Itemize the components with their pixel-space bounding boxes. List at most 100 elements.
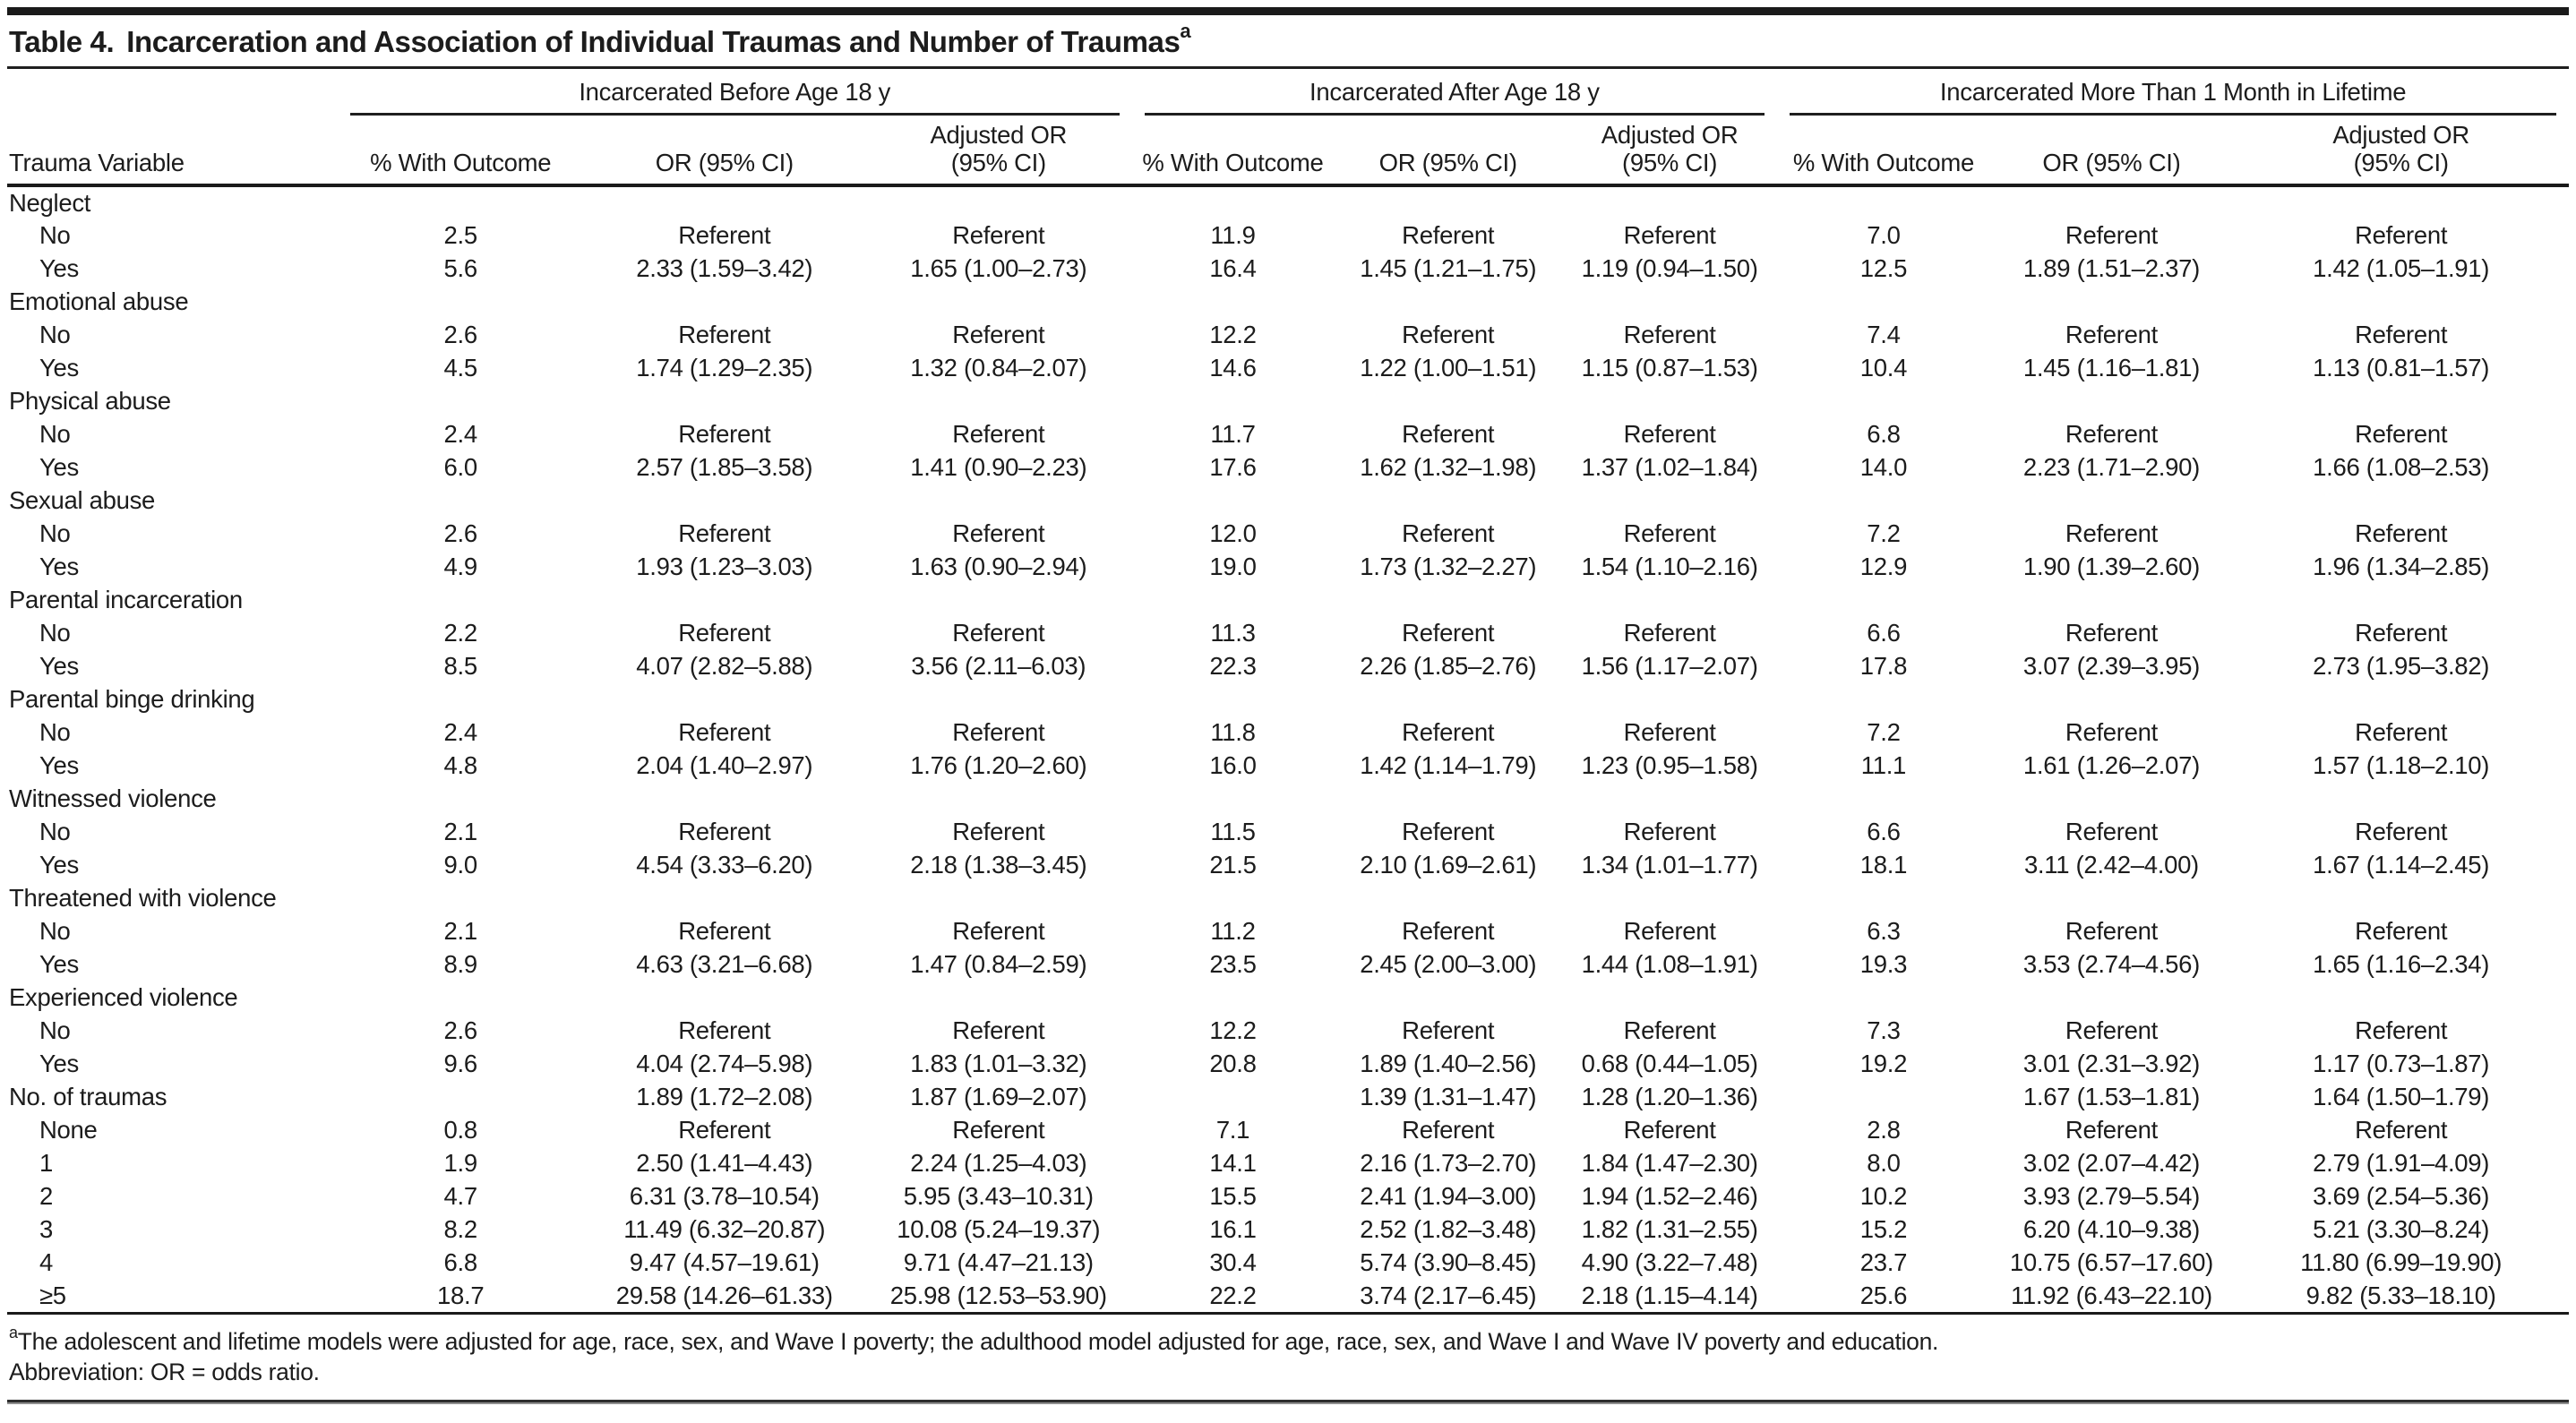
data-cell: 9.0	[443, 850, 478, 879]
data-cell: Referent	[2355, 220, 2448, 249]
table-row: Threatened with violence	[7, 881, 2569, 914]
data-cell	[1132, 682, 1335, 716]
data-cell	[1334, 981, 1562, 1014]
data-cell: 8.9	[443, 949, 478, 978]
row-label-level: Yes	[39, 452, 79, 481]
data-cell	[865, 384, 1131, 417]
table-title-text: Incarceration and Association of Individ…	[126, 25, 1181, 58]
data-cell: 8.0	[1867, 1148, 1901, 1177]
col-header-or-1: OR (95% CI)	[583, 116, 866, 187]
data-cell: 2.52 (1.82–3.48)	[1360, 1214, 1537, 1243]
data-cell: 7.2	[1867, 519, 1901, 547]
data-cell: 1.63 (0.90–2.94)	[910, 552, 1087, 580]
col-header-adj-or-3: Adjusted OR (95% CI)	[2233, 116, 2569, 187]
data-cell: 1.44 (1.08–1.91)	[1581, 949, 1758, 978]
data-cell: 3.01 (2.31–3.92)	[2022, 1049, 2200, 1077]
data-cell	[1562, 384, 1777, 417]
data-cell: 18.1	[1859, 850, 1908, 879]
data-cell: 1.57 (1.18–2.10)	[2313, 750, 2490, 779]
footnote-abbreviation: Abbreviation: OR = odds ratio.	[9, 1357, 2567, 1387]
data-cell: 5.21 (3.30–8.24)	[2313, 1214, 2490, 1243]
data-cell	[1334, 384, 1562, 417]
table-row: Yes 6.0 2.57 (1.85–3.58) 1.41 (0.90–2.23) 17…	[7, 450, 2569, 484]
data-cell: Referent	[1402, 220, 1495, 249]
data-cell: 1.87 (1.69–2.07)	[910, 1082, 1087, 1110]
data-cell: 21.5	[1209, 850, 1257, 879]
data-cell	[1132, 484, 1335, 517]
data-cell	[1990, 583, 2234, 616]
table-row: Witnessed violence	[7, 782, 2569, 815]
data-cell	[1562, 484, 1777, 517]
row-label-level: No	[39, 916, 71, 945]
data-cell: 6.8	[443, 1247, 478, 1276]
data-cell: 19.3	[1859, 949, 1908, 978]
row-label-level: Yes	[39, 750, 79, 779]
row-label-level: Yes	[39, 1049, 79, 1077]
row-label-level: Yes	[39, 651, 79, 680]
data-cell: 2.4	[443, 419, 478, 448]
data-cell: 3.07 (2.39–3.95)	[2022, 651, 2200, 680]
data-cell: 1.56 (1.17–2.07)	[1581, 651, 1758, 680]
data-cell: 4.04 (2.74–5.98)	[636, 1049, 813, 1077]
data-cell: 6.8	[1867, 419, 1901, 448]
data-cell: Referent	[2065, 1016, 2158, 1044]
data-cell: Referent	[1402, 916, 1495, 945]
data-cell: Referent	[952, 220, 1045, 249]
data-cell: 11.7	[1210, 419, 1256, 448]
data-cell: 3.74 (2.17–6.45)	[1360, 1281, 1537, 1309]
table-row: No. of traumas 1.89 (1.72–2.08) 1.87 (1.69…	[7, 1080, 2569, 1113]
data-cell: 1.67 (1.53–1.81)	[2022, 1082, 2200, 1110]
group-header-after-18: Incarcerated After Age 18 y	[1132, 69, 1778, 116]
data-cell: Referent	[2065, 320, 2158, 348]
data-cell: 7.4	[1867, 320, 1901, 348]
data-cell: 25.6	[1859, 1281, 1908, 1309]
data-cell: 2.23 (1.71–2.90)	[2022, 452, 2200, 481]
data-cell	[338, 782, 584, 815]
data-cell: 7.0	[1867, 220, 1901, 249]
data-cell: Referent	[952, 419, 1045, 448]
data-cell	[2233, 682, 2569, 716]
data-cell: 2.10 (1.69–2.61)	[1360, 850, 1537, 879]
data-cell: Referent	[2065, 817, 2158, 845]
row-label-level: 4	[39, 1247, 53, 1276]
data-cell: 2.1	[443, 916, 478, 945]
data-cell: 2.18 (1.38–3.45)	[910, 850, 1087, 879]
data-cell	[865, 782, 1131, 815]
data-cell: Referent	[678, 419, 771, 448]
data-cell: 6.6	[1867, 618, 1901, 647]
data-cell: Referent	[952, 717, 1045, 746]
table-row: Yes 8.5 4.07 (2.82–5.88) 3.56 (2.11–6.03) 22…	[7, 649, 2569, 682]
data-cell: 1.76 (1.20–2.60)	[910, 750, 1087, 779]
data-cell	[1777, 881, 1989, 914]
data-cell: 22.3	[1209, 651, 1257, 680]
data-cell	[1132, 1080, 1335, 1113]
group-header-label: Incarcerated After Age 18 y	[1144, 78, 1765, 116]
data-cell	[338, 682, 584, 716]
group-header-row: Trauma Variable Incarcerated Before Age …	[7, 69, 2569, 187]
data-cell: 1.66 (1.08–2.53)	[2313, 452, 2490, 481]
data-cell	[1562, 583, 1777, 616]
data-cell: 6.6	[1867, 817, 1901, 845]
data-cell: Referent	[1623, 519, 1716, 547]
data-cell: 8.5	[443, 651, 478, 680]
row-label-level: 2	[39, 1181, 53, 1210]
data-cell: 1.67 (1.14–2.45)	[2313, 850, 2490, 879]
data-cell: 1.9	[443, 1148, 478, 1177]
data-cell: 9.82 (5.33–18.10)	[2306, 1281, 2496, 1309]
data-cell	[1132, 881, 1335, 914]
data-cell: 2.1	[443, 817, 478, 845]
data-cell	[1132, 285, 1335, 318]
data-cell: Referent	[2355, 419, 2448, 448]
data-cell: Referent	[2355, 1115, 2448, 1144]
data-cell: 1.89 (1.40–2.56)	[1360, 1049, 1537, 1077]
data-cell	[1334, 583, 1562, 616]
data-cell: Referent	[1402, 618, 1495, 647]
data-cell: 17.8	[1859, 651, 1908, 680]
data-cell: 10.4	[1859, 353, 1908, 381]
data-cell	[1132, 782, 1335, 815]
data-cell: 10.08 (5.24–19.37)	[897, 1214, 1101, 1243]
data-cell	[583, 185, 865, 219]
data-cell: 4.54 (3.33–6.20)	[636, 850, 813, 879]
data-cell: 1.28 (1.20–1.36)	[1581, 1082, 1758, 1110]
data-cell	[583, 782, 865, 815]
